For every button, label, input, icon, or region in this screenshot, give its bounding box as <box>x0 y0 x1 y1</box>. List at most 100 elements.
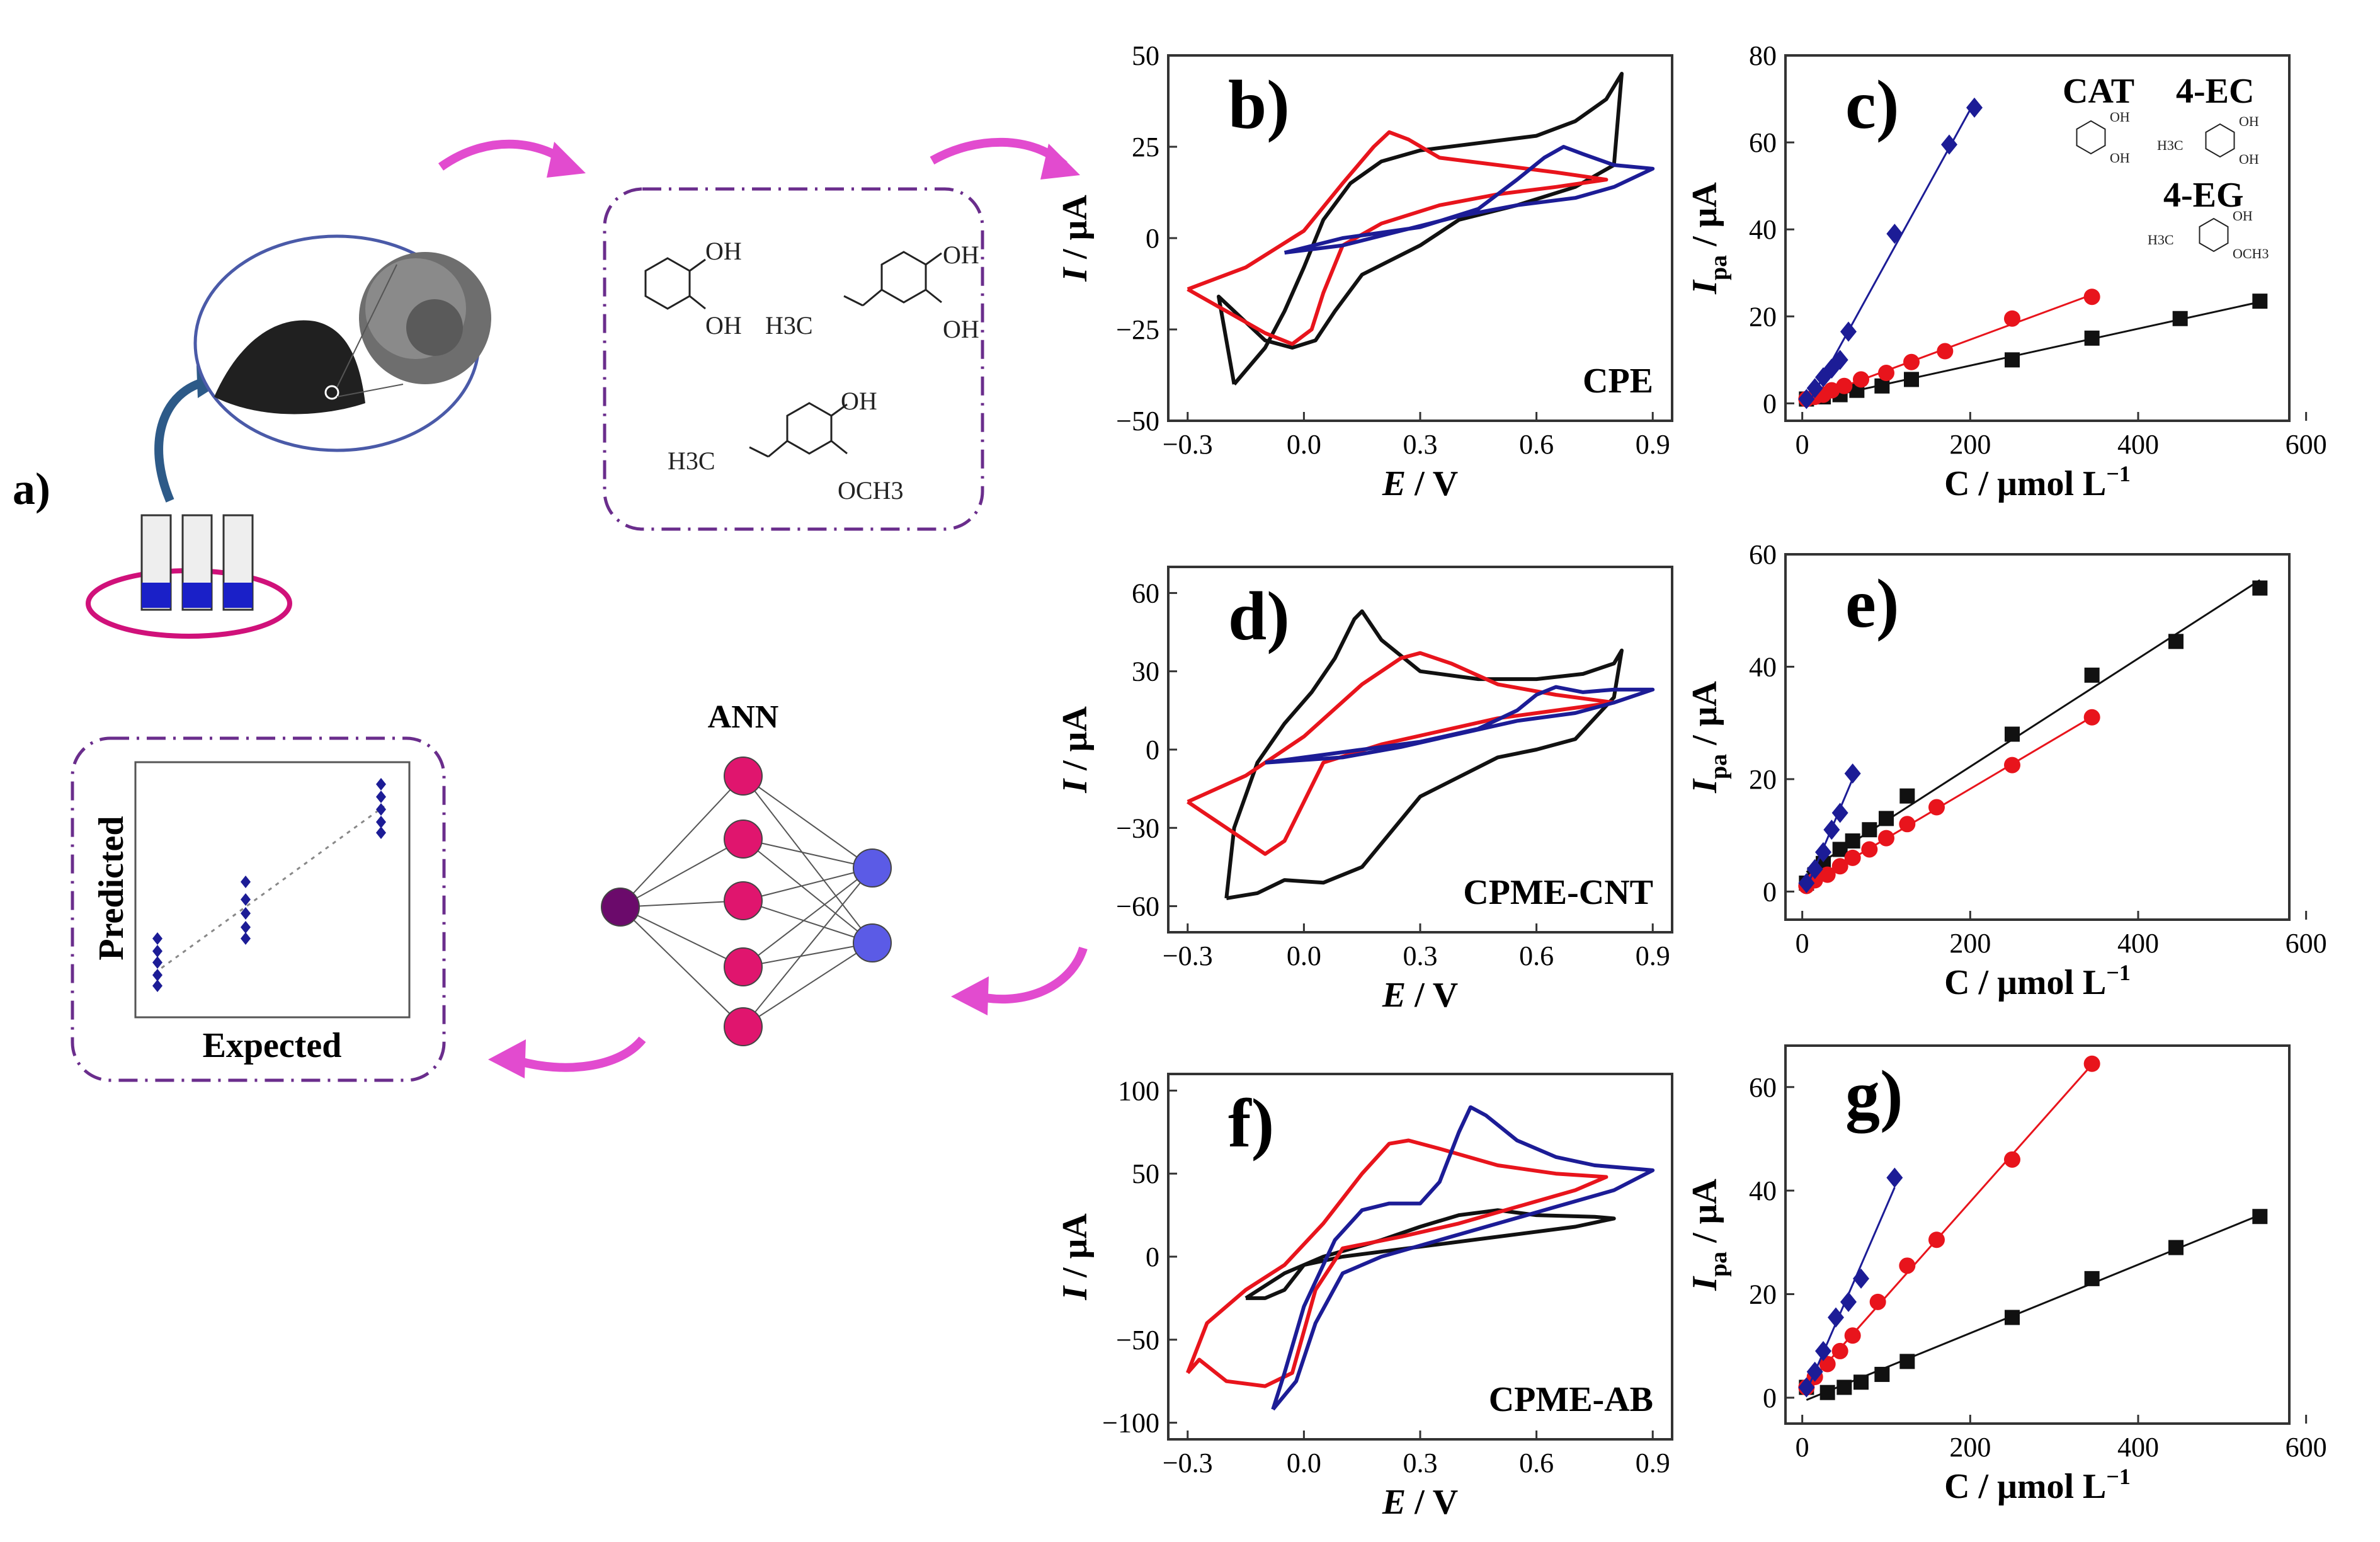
cv-curve-ec <box>1187 651 1616 856</box>
data-point-cat <box>1899 1354 1915 1369</box>
ann-network <box>601 757 892 1046</box>
ethylcatechol-structure: OH OH H3C <box>765 241 979 343</box>
y-tick-label: 30 <box>1132 656 1159 687</box>
ann-hidden-node <box>724 947 763 986</box>
x-tick-label: 200 <box>1949 429 1991 460</box>
electrode-label: CPME-AB <box>1489 1380 1653 1419</box>
x-tick-label: 0.0 <box>1287 940 1321 971</box>
x-axis-label: C / μmol L−1 <box>1944 461 2131 503</box>
x-axis-label: C / μmol L−1 <box>1944 1464 2131 1506</box>
data-point-ec <box>1844 1327 1861 1344</box>
oh-label: OH <box>2110 109 2130 125</box>
data-point-ec <box>2083 1055 2100 1072</box>
x-tick-label: −0.3 <box>1163 940 1213 971</box>
x-tick-label: 200 <box>1949 1432 1991 1463</box>
svg-text:OH: OH <box>705 237 742 265</box>
svg-text:H3C: H3C <box>668 447 715 475</box>
x-tick-label: 0.0 <box>1287 429 1321 460</box>
y-tick-label: 0 <box>1146 734 1159 765</box>
panel-letter: d) <box>1228 578 1290 654</box>
svg-text:OH: OH <box>841 387 877 415</box>
data-point-eg <box>1840 1291 1857 1312</box>
x-axis-label: E / V <box>1382 976 1458 1015</box>
y-axis-label: I / μA <box>1056 195 1095 282</box>
electrode-label: CPME-CNT <box>1463 873 1653 912</box>
ring <box>2076 120 2106 155</box>
curved-arrow <box>154 377 209 503</box>
legend-structures: OH OH OH OH H3C OH OCH3 H3C <box>2076 109 2269 261</box>
plot-frame <box>1167 566 1673 934</box>
data-point-cat <box>2084 330 2100 346</box>
x-tick-label: 0.6 <box>1519 940 1554 971</box>
legend-ec: 4-EC <box>2176 72 2254 111</box>
data-point-cat <box>1862 822 1877 838</box>
x-tick-label: −0.3 <box>1163 1448 1213 1478</box>
data-point-ec <box>1853 371 1869 388</box>
calibration-plot-cpe: 0 200 400 600 0 20 40 60 80 c) C / μmol L−1 Ipa / μ… <box>1685 40 2327 503</box>
data-point-cat <box>2084 667 2100 683</box>
data-point-eg <box>1853 1268 1869 1289</box>
ring <box>2199 217 2229 253</box>
data-point-eg <box>1886 1167 1903 1188</box>
y-axis-label: Ipa / μA <box>1685 182 1732 295</box>
cv-plot-cpe: −0.3 0.0 0.3 0.6 0.9 −50 −25 0 25 50 b) E / V I / μA… <box>1056 40 1673 503</box>
x-tick-label: 0.6 <box>1519 429 1554 460</box>
arrow-to-ann <box>972 946 1088 1004</box>
data-point-ec <box>1844 849 1861 866</box>
data-point-ec <box>2004 1151 2020 1168</box>
schematic-panel: a) OH OH <box>13 137 1088 1082</box>
ann-input-node <box>601 888 640 927</box>
svg-text:OCH3: OCH3 <box>838 476 903 505</box>
data-point-cat <box>2252 580 2268 596</box>
data-point-cat <box>2172 311 2188 326</box>
data-point-eg <box>1831 802 1848 823</box>
data-point-eg <box>1806 859 1823 879</box>
x-tick-label: 0.3 <box>1403 429 1438 460</box>
data-point-cat <box>2084 1271 2100 1286</box>
data-point-cat <box>1874 1366 1890 1382</box>
y-tick-label: 100 <box>1118 1075 1159 1106</box>
prediction-mini-plot: Predicted Expected <box>92 761 411 1065</box>
x-tick-label: 0.9 <box>1636 429 1670 460</box>
y-tick-label: 0 <box>1763 1383 1777 1414</box>
data-point-cat <box>2252 1209 2268 1225</box>
ann-hidden-node <box>724 820 763 859</box>
data-point-ec <box>1899 816 1916 833</box>
x-tick-label: 400 <box>2117 1432 2159 1463</box>
svg-text:OH: OH <box>943 315 979 343</box>
cv-curve-eg <box>1271 1105 1655 1411</box>
ann-label: ANN <box>708 699 779 735</box>
data-point-ec <box>1823 382 1840 399</box>
cv-curve-cat <box>1217 72 1624 386</box>
data-point-ec <box>2083 709 2100 726</box>
x-tick-label: 0.6 <box>1519 1448 1554 1478</box>
data-point-ec <box>1878 365 1894 382</box>
h3c-label: H3C <box>2148 232 2174 248</box>
panel-letter: e) <box>1845 565 1899 642</box>
h3c-label: H3C <box>2157 137 2184 153</box>
x-tick-label: 0 <box>1796 1432 1809 1463</box>
electrode-label: CPE <box>1583 362 1653 401</box>
plot-frame <box>1784 1044 2291 1425</box>
oh-label: OH <box>2110 150 2130 166</box>
legend-eg: 4-EG <box>2163 176 2244 215</box>
y-tick-label: 20 <box>1749 301 1777 332</box>
result-box <box>71 736 446 1082</box>
cv-curve-cat <box>1224 609 1624 901</box>
data-point-eg <box>1806 1361 1823 1382</box>
y-axis-label: Ipa / μA <box>1685 1179 1732 1291</box>
ann-output-node <box>853 848 892 888</box>
y-tick-label: 0 <box>1763 876 1777 907</box>
data-point-ec <box>1928 799 1945 816</box>
y-tick-label: −50 <box>1116 406 1159 437</box>
data-point-eg <box>1798 1377 1815 1398</box>
data-point-cat <box>2005 1310 2020 1325</box>
data-point-cat <box>2168 634 2184 649</box>
x-tick-label: 0 <box>1796 928 1809 959</box>
data-point-eg <box>1806 378 1823 399</box>
x-tick-label: −0.3 <box>1163 429 1213 460</box>
y-tick-label: 50 <box>1132 1158 1159 1189</box>
y-axis-label: I / μA <box>1056 706 1095 794</box>
x-tick-label: 600 <box>2286 429 2327 460</box>
y-tick-label: 20 <box>1749 1279 1777 1310</box>
